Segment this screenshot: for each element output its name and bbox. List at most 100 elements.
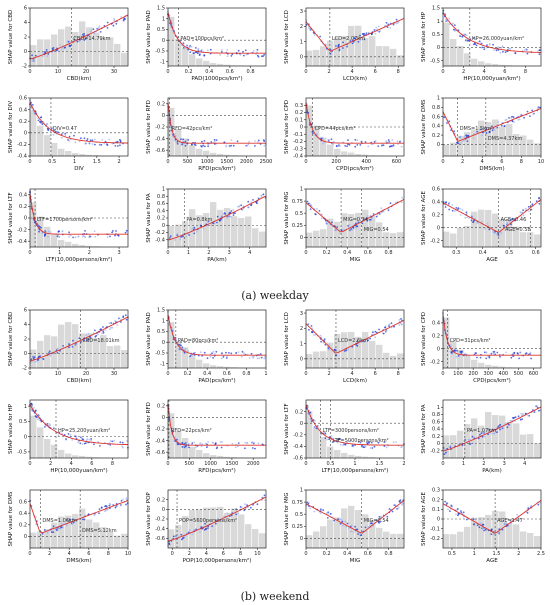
scatter-point <box>373 445 376 448</box>
scatter-point <box>239 53 242 56</box>
scatter-point <box>247 206 249 209</box>
scatter-point <box>188 443 190 445</box>
scatter-point <box>349 439 352 442</box>
histogram-bar <box>320 437 327 458</box>
histogram-bar <box>320 229 327 247</box>
scatter-point <box>508 117 510 119</box>
y-tick-label: 0 <box>437 441 440 447</box>
trend-line <box>305 319 405 354</box>
scatter-point <box>187 139 190 141</box>
scatter-point <box>88 438 91 441</box>
scatter-point <box>373 141 376 143</box>
scatter-point <box>56 347 59 350</box>
scatter-point <box>475 44 478 47</box>
scatter-point <box>94 329 96 332</box>
x-tick-label: 8 <box>111 461 114 467</box>
histogram-bar <box>196 148 203 156</box>
scatter-point <box>60 522 63 525</box>
histogram-bar <box>168 322 175 368</box>
scatter-point <box>481 220 483 223</box>
threshold-annotation: AGE=1.47 <box>497 518 523 524</box>
scatter-point <box>81 443 84 445</box>
histogram-bar <box>182 347 189 368</box>
scatter-point <box>448 120 451 123</box>
scatter-point <box>369 337 371 340</box>
scatter-point <box>206 446 208 449</box>
scatter-point <box>83 518 86 521</box>
y-tick-label: 3 <box>300 311 303 317</box>
histogram-bar <box>217 506 224 548</box>
y-tick-label: -0.5 <box>430 58 440 64</box>
trend-line <box>29 316 129 362</box>
scatter-point <box>98 26 100 29</box>
scatter-point <box>125 318 128 321</box>
scatter-point <box>335 45 338 47</box>
x-tick-label: 0.6 <box>364 551 372 557</box>
x-axis-label: RFD(pcs/km²) <box>198 467 236 474</box>
scatter-point <box>344 145 347 147</box>
x-tick-label: 2 <box>517 551 520 557</box>
scatter-point <box>39 120 41 123</box>
scatter-point <box>338 48 341 51</box>
x-tick-label: 0.6 <box>226 69 234 75</box>
scatter-point <box>172 535 175 538</box>
scatter-point <box>257 442 260 445</box>
scatter-point <box>242 205 245 208</box>
scatter-point <box>256 51 258 54</box>
scatter-point <box>89 30 92 33</box>
x-tick-label: 6 <box>500 159 503 165</box>
y-tick-label: -0.2 <box>17 142 27 148</box>
scatter-point <box>377 441 380 444</box>
scatter-point <box>323 338 326 340</box>
scatter-point <box>104 505 106 508</box>
scatter-point <box>531 109 534 112</box>
scatter-point <box>30 107 33 110</box>
scatter-point <box>257 140 259 143</box>
scatter-point <box>455 513 457 516</box>
y-tick-label: 0.2 <box>157 497 165 503</box>
histogram-bar <box>499 415 506 458</box>
scatter-point <box>237 205 240 208</box>
scatter-point <box>320 217 323 220</box>
y-tick-label: 0.6 <box>432 114 440 120</box>
chart-panel-b11: MIG=0.540 0.2 0.4 0.6 0.800.250.50.751MIGSHA… <box>284 488 405 564</box>
scatter-point <box>193 232 196 235</box>
x-tick-label: 0 <box>441 159 444 165</box>
scatter-point <box>373 29 376 31</box>
x-tick-label: 4 <box>523 461 526 467</box>
histogram-bar <box>65 322 72 368</box>
scatter-point <box>260 356 263 359</box>
scatter-point <box>368 219 371 222</box>
histogram-bar <box>450 534 457 548</box>
scatter-point <box>363 32 365 35</box>
histogram-bar <box>65 241 72 247</box>
histogram-bar <box>450 39 457 66</box>
threshold-annotation: CBD=14.79km <box>73 36 110 42</box>
scatter-point <box>459 214 462 216</box>
scatter-point <box>51 47 54 50</box>
y-tick-label: 0 <box>24 434 27 440</box>
scatter-point <box>494 431 497 433</box>
scatter-point <box>262 55 265 57</box>
scatter-point <box>184 139 187 142</box>
scatter-point <box>330 51 333 54</box>
scatter-point <box>496 351 499 354</box>
scatter-point <box>177 342 180 345</box>
x-tick-label: 0 <box>304 159 307 165</box>
scatter-point <box>194 144 197 147</box>
scatter-point <box>320 340 322 343</box>
histogram-bar <box>93 338 100 368</box>
histogram-bar <box>471 211 478 247</box>
scatter-point <box>359 533 362 535</box>
x-axis-label: LTF(10,000persons/km²) <box>322 467 389 474</box>
scatter-point <box>323 141 325 144</box>
scatter-point <box>257 139 260 142</box>
scatter-point <box>530 208 533 211</box>
scatter-point <box>378 515 381 518</box>
scatter-point <box>310 123 313 126</box>
x-tick-label: 0.8 <box>385 250 393 256</box>
scatter-point <box>44 426 46 428</box>
x-tick-label: 1 <box>462 461 465 467</box>
histogram-bar <box>457 349 464 368</box>
histogram-bar <box>217 366 224 368</box>
